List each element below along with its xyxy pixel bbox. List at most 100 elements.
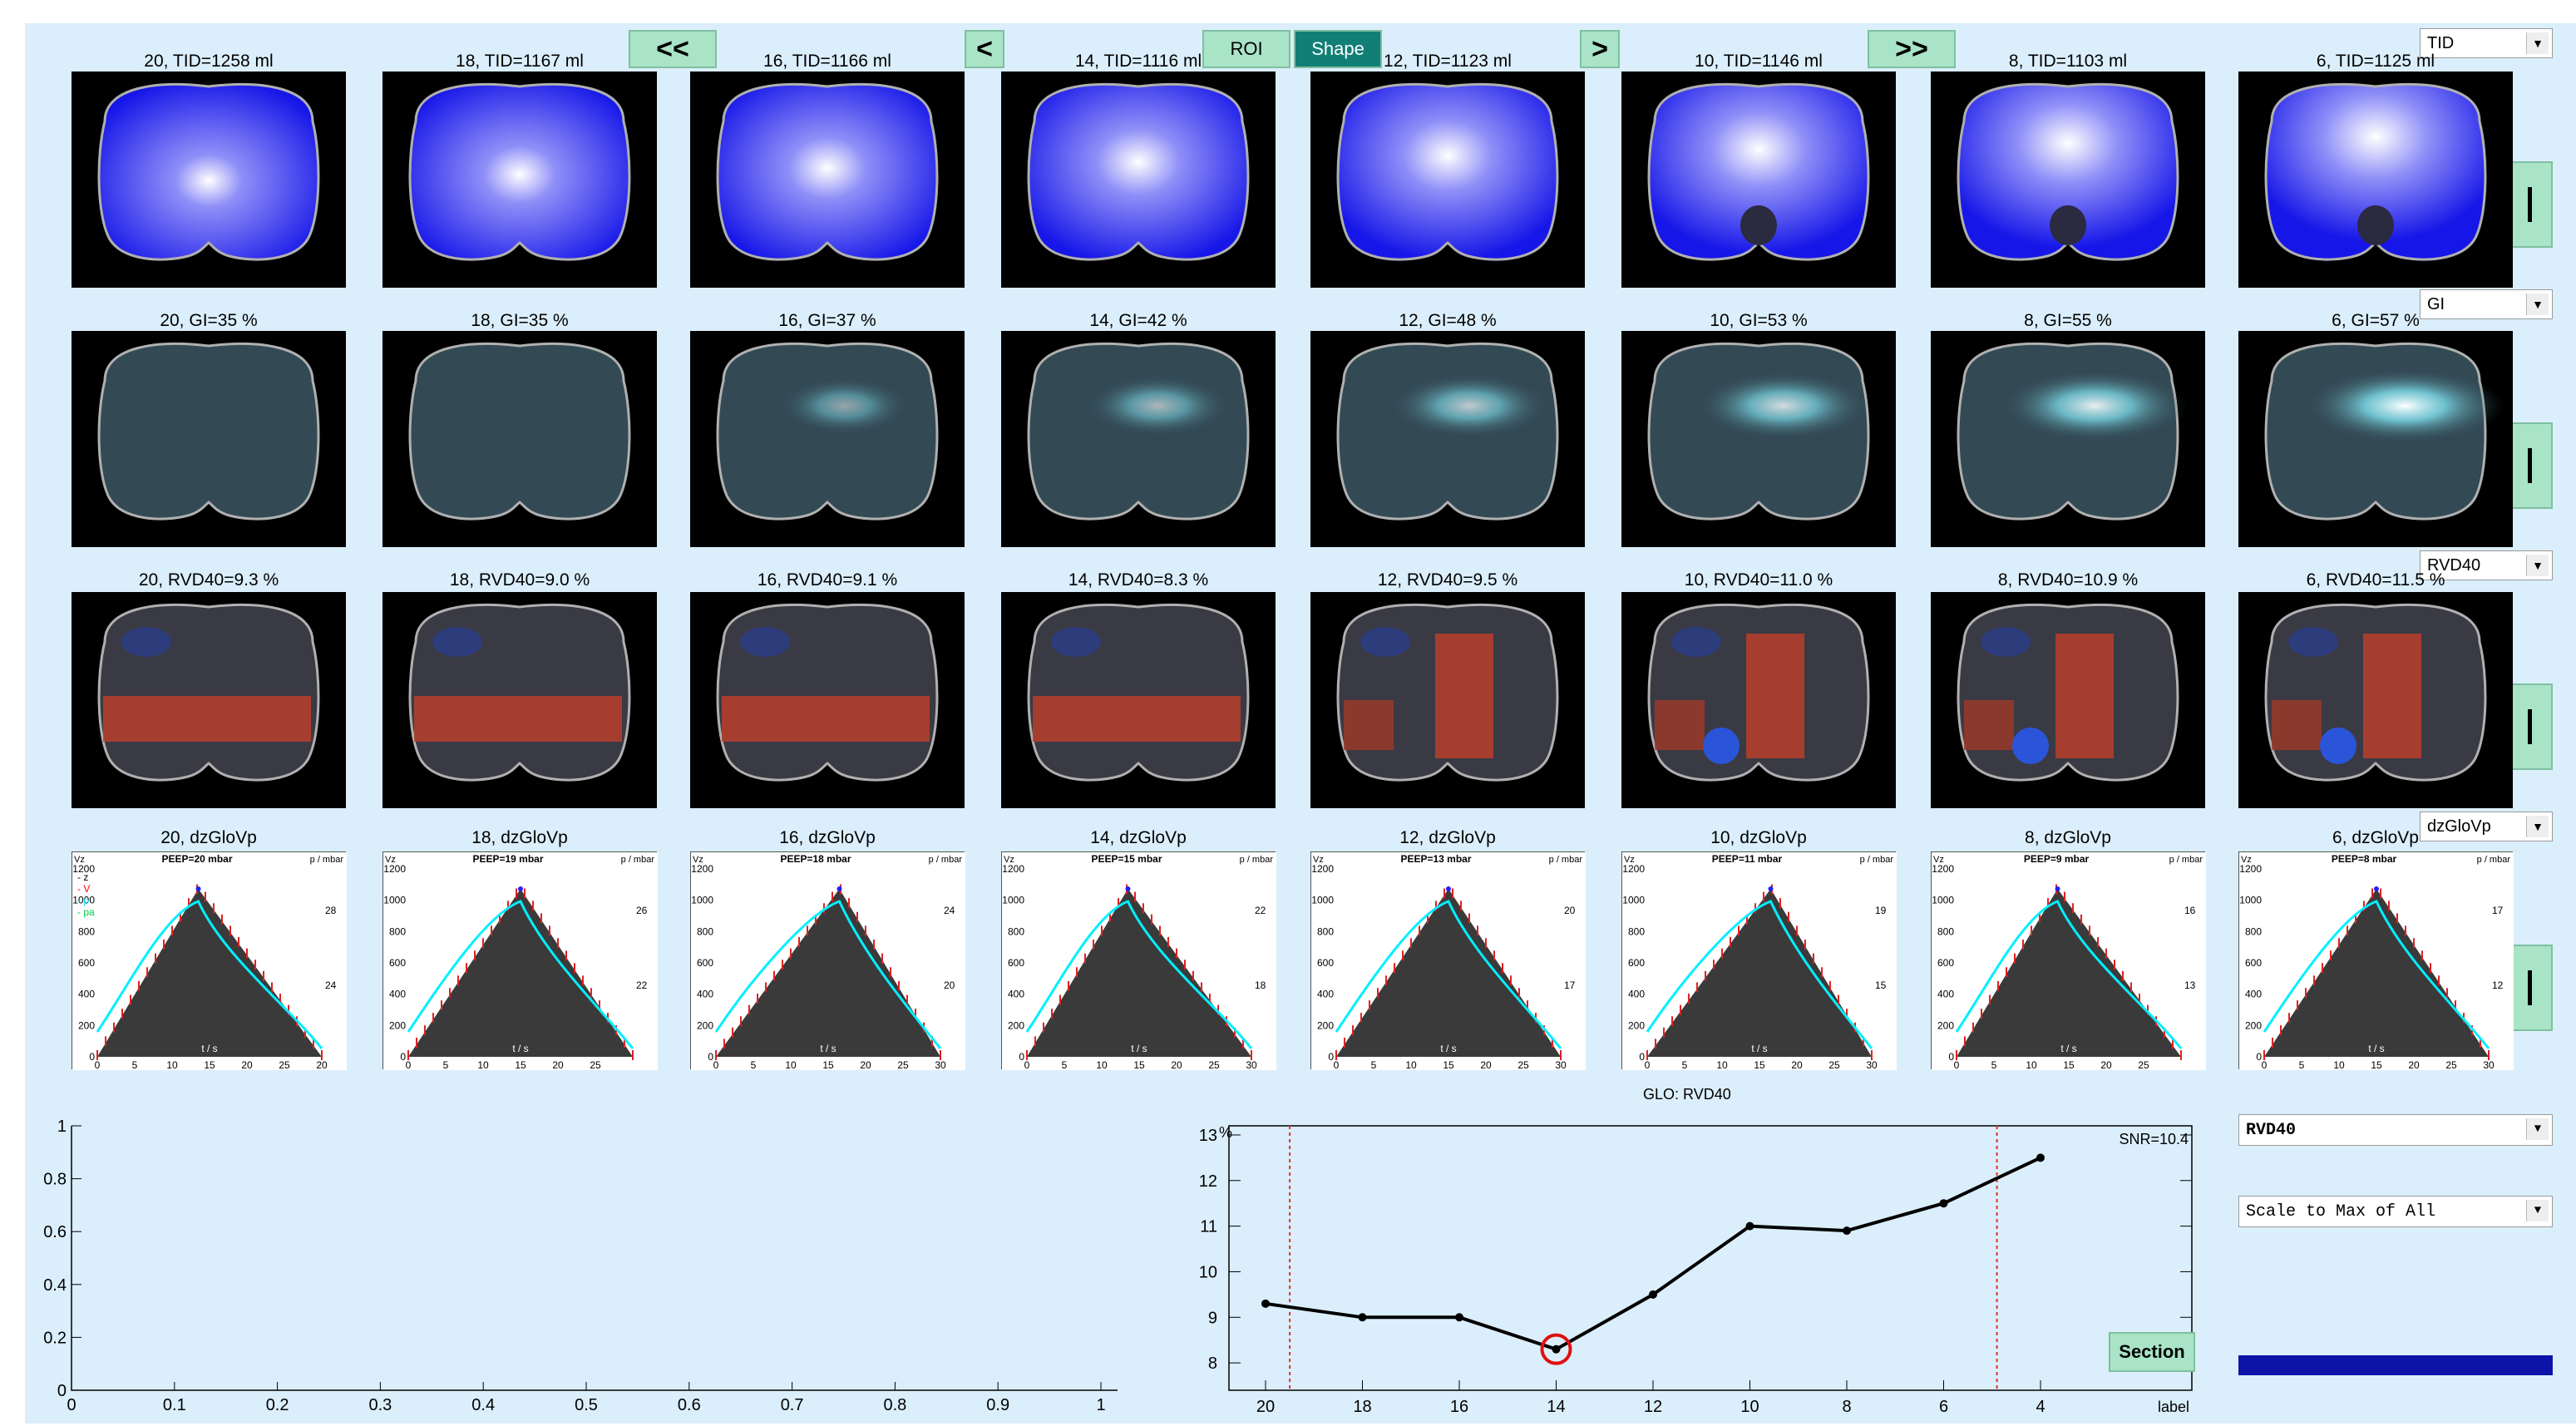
left-chart-axis: [71, 1126, 1118, 1391]
scale-select[interactable]: Scale to Max of All ▼: [2238, 1196, 2553, 1227]
panel-title: 6, RVD40=11.5 %: [2306, 570, 2445, 590]
glo-y-tick-label: 200: [1317, 1019, 1334, 1031]
glo-plot-panel[interactable]: 1200 1000 800 600 400 200 0 28 24 0 5 10 15 20 25 20 Vz p…: [72, 851, 347, 1071]
left-chart-y-tick-label: 0.4: [43, 1276, 67, 1295]
glo-pressure-unit-label: p / mbar: [1549, 855, 1583, 865]
tid-image-panel[interactable]: [382, 72, 657, 288]
glo-y-tick-label: 0: [89, 1051, 95, 1063]
row1-side-button[interactable]: [2506, 161, 2553, 248]
left-chart-x-tick-label: 0.8: [883, 1396, 906, 1414]
row2-metric-select[interactable]: GI ▼: [2420, 289, 2553, 319]
gi-image-panel[interactable]: [1931, 331, 2205, 547]
glo-plot-panel[interactable]: 1200 1000 800 600 400 200 0 22 18 0 5 10 15 20 25 30 Vz p…: [1001, 851, 1276, 1071]
row2-side-button[interactable]: [2506, 422, 2553, 509]
left-chart-x-tick-label: 0.1: [163, 1396, 186, 1414]
gi-image-panel[interactable]: [382, 331, 657, 547]
glo-y-tick-label: 600: [1628, 957, 1645, 969]
last-page-button[interactable]: >>: [1868, 30, 1956, 68]
row3-metric-select[interactable]: RVD40 ▼: [2420, 550, 2553, 580]
left-chart-x-tick-label: 0: [67, 1396, 76, 1414]
glo-x-end-label: 30: [1246, 1059, 1257, 1070]
previous-page-button[interactable]: <: [965, 30, 1004, 68]
glo-y-unit-label: Vz: [1933, 855, 1944, 865]
rvd-image-panel[interactable]: [690, 592, 965, 808]
glo-x-tick-label: 15: [2371, 1059, 2382, 1070]
glo-plot-panel[interactable]: 1200 1000 800 600 400 200 0 16 13 0 5 10 15 20 25 Vz p /…: [1931, 851, 2206, 1071]
chevron-down-icon: ▼: [2526, 294, 2549, 315]
rvd-image-panel[interactable]: [72, 592, 346, 808]
row4-metric-select[interactable]: dzGloVp ▼: [2420, 812, 2553, 841]
first-page-button[interactable]: <<: [629, 30, 717, 68]
row3-side-button[interactable]: [2506, 683, 2553, 770]
glo-peak-marker: [2374, 886, 2379, 891]
rvd-image-panel[interactable]: [1310, 592, 1585, 808]
glo-y-tick-label: 1000: [72, 895, 95, 906]
left-chart-x-tick-label: 0.4: [471, 1396, 495, 1414]
glo-y-tick-label: 1200: [1002, 863, 1024, 875]
panel-title: 14, dzGloVp: [1090, 828, 1187, 847]
glo-x-tick-label: 10: [166, 1059, 178, 1070]
gi-image-panel[interactable]: [690, 331, 965, 547]
row4-side-button[interactable]: [2506, 945, 2553, 1031]
tid-image-panel[interactable]: [1621, 72, 1896, 288]
glo-plot-panel[interactable]: 1200 1000 800 600 400 200 0 26 22 0 5 10 15 20 25 Vz p /…: [382, 851, 658, 1071]
glo-x-tick-label: 15: [1133, 1059, 1145, 1070]
panel-title: 8, TID=1103 ml: [2008, 52, 2128, 71]
glo-y-tick-label: 400: [2245, 989, 2262, 1000]
glo-pressure-unit-label: p / mbar: [621, 855, 655, 865]
gi-image-panel[interactable]: [1310, 331, 1585, 547]
tid-image-panel[interactable]: [690, 72, 965, 288]
panel-title: 10, RVD40=11.0 %: [1684, 570, 1833, 590]
shape-button[interactable]: Shape: [1294, 30, 1382, 68]
gi-image-panel[interactable]: [1621, 331, 1896, 547]
glo-y-tick-label: 0: [1019, 1051, 1024, 1063]
metric-select[interactable]: RVD40 ▼: [2238, 1114, 2553, 1146]
gi-image-panel[interactable]: [1001, 331, 1276, 547]
glo-x-tick-label: 20: [1791, 1059, 1803, 1070]
roi-button[interactable]: ROI: [1202, 30, 1290, 68]
glo-plot-panel[interactable]: 1200 1000 800 600 400 200 0 24 20 0 5 10 15 20 25 30 Vz p…: [690, 851, 965, 1071]
tid-image-panel[interactable]: [2238, 72, 2513, 288]
panel-title: 6, GI=57 %: [2332, 311, 2420, 330]
section-button[interactable]: Section: [2109, 1332, 2195, 1372]
glo-plot-panel[interactable]: 1200 1000 800 600 400 200 0 19 15 0 5 10 15 20 25 30 Vz p…: [1621, 851, 1897, 1071]
gi-image-panel[interactable]: [2238, 331, 2513, 547]
rvd-image-panel[interactable]: [1621, 592, 1896, 808]
tid-image-panel[interactable]: [1001, 72, 1276, 288]
glo-pressure-unit-label: p / mbar: [2169, 855, 2203, 865]
glo-pressure-tick-label: 22: [1255, 905, 1266, 916]
left-chart-y-tick-label: 0: [57, 1382, 67, 1400]
chevron-down-icon: ▼: [2526, 1118, 2549, 1140]
rvd-image-panel[interactable]: [1931, 592, 2205, 808]
rvd-image-panel[interactable]: [382, 592, 657, 808]
glo-plot-panel[interactable]: 1200 1000 800 600 400 200 0 17 12 0 5 10 15 20 25 30 Vz p…: [2238, 851, 2514, 1071]
glo-y-tick-label: 400: [697, 989, 713, 1000]
glo-plot-panel[interactable]: 1200 1000 800 600 400 200 0 20 17 0 5 10 15 20 25 30 Vz p…: [1310, 851, 1586, 1071]
tid-image-panel[interactable]: [72, 72, 346, 288]
glo-volume-curve: [1025, 900, 1253, 1049]
glo-x-tick-label: 25: [1828, 1059, 1840, 1070]
glo-volume-curve: [407, 900, 634, 1049]
next-page-button[interactable]: >: [1580, 30, 1620, 68]
left-chart-y-tick-label: 0.2: [43, 1329, 67, 1347]
left-chart-y-tick-label: 0.6: [43, 1223, 67, 1241]
glo-x-end-label: 30: [1555, 1059, 1567, 1070]
glo-y-tick-label: 1200: [691, 863, 713, 875]
glo-y-tick-label: 800: [389, 925, 406, 937]
glo-x-unit-label: t / s: [820, 1043, 836, 1054]
metric-select-value: RVD40: [2246, 1120, 2297, 1140]
scale-select-value: Scale to Max of All: [2246, 1201, 2436, 1221]
row1-metric-select[interactable]: TID ▼: [2420, 28, 2553, 58]
bar-icon: [2527, 448, 2532, 483]
glo-x-unit-label: t / s: [512, 1043, 528, 1054]
left-chart-x-tick-label: 1: [1096, 1396, 1105, 1414]
tid-image-panel[interactable]: [1931, 72, 2205, 288]
rvd-image-panel[interactable]: [2238, 592, 2513, 808]
rvd-image-panel[interactable]: [1001, 592, 1276, 808]
glo-fill-area: [1336, 889, 1561, 1057]
glo-x-tick-label: 5: [1682, 1059, 1688, 1070]
tid-image-panel[interactable]: [1310, 72, 1585, 288]
glo-y-tick-label: 600: [1008, 957, 1024, 969]
gi-image-panel[interactable]: [72, 331, 346, 547]
glo-x-tick-label: 10: [2333, 1059, 2345, 1070]
